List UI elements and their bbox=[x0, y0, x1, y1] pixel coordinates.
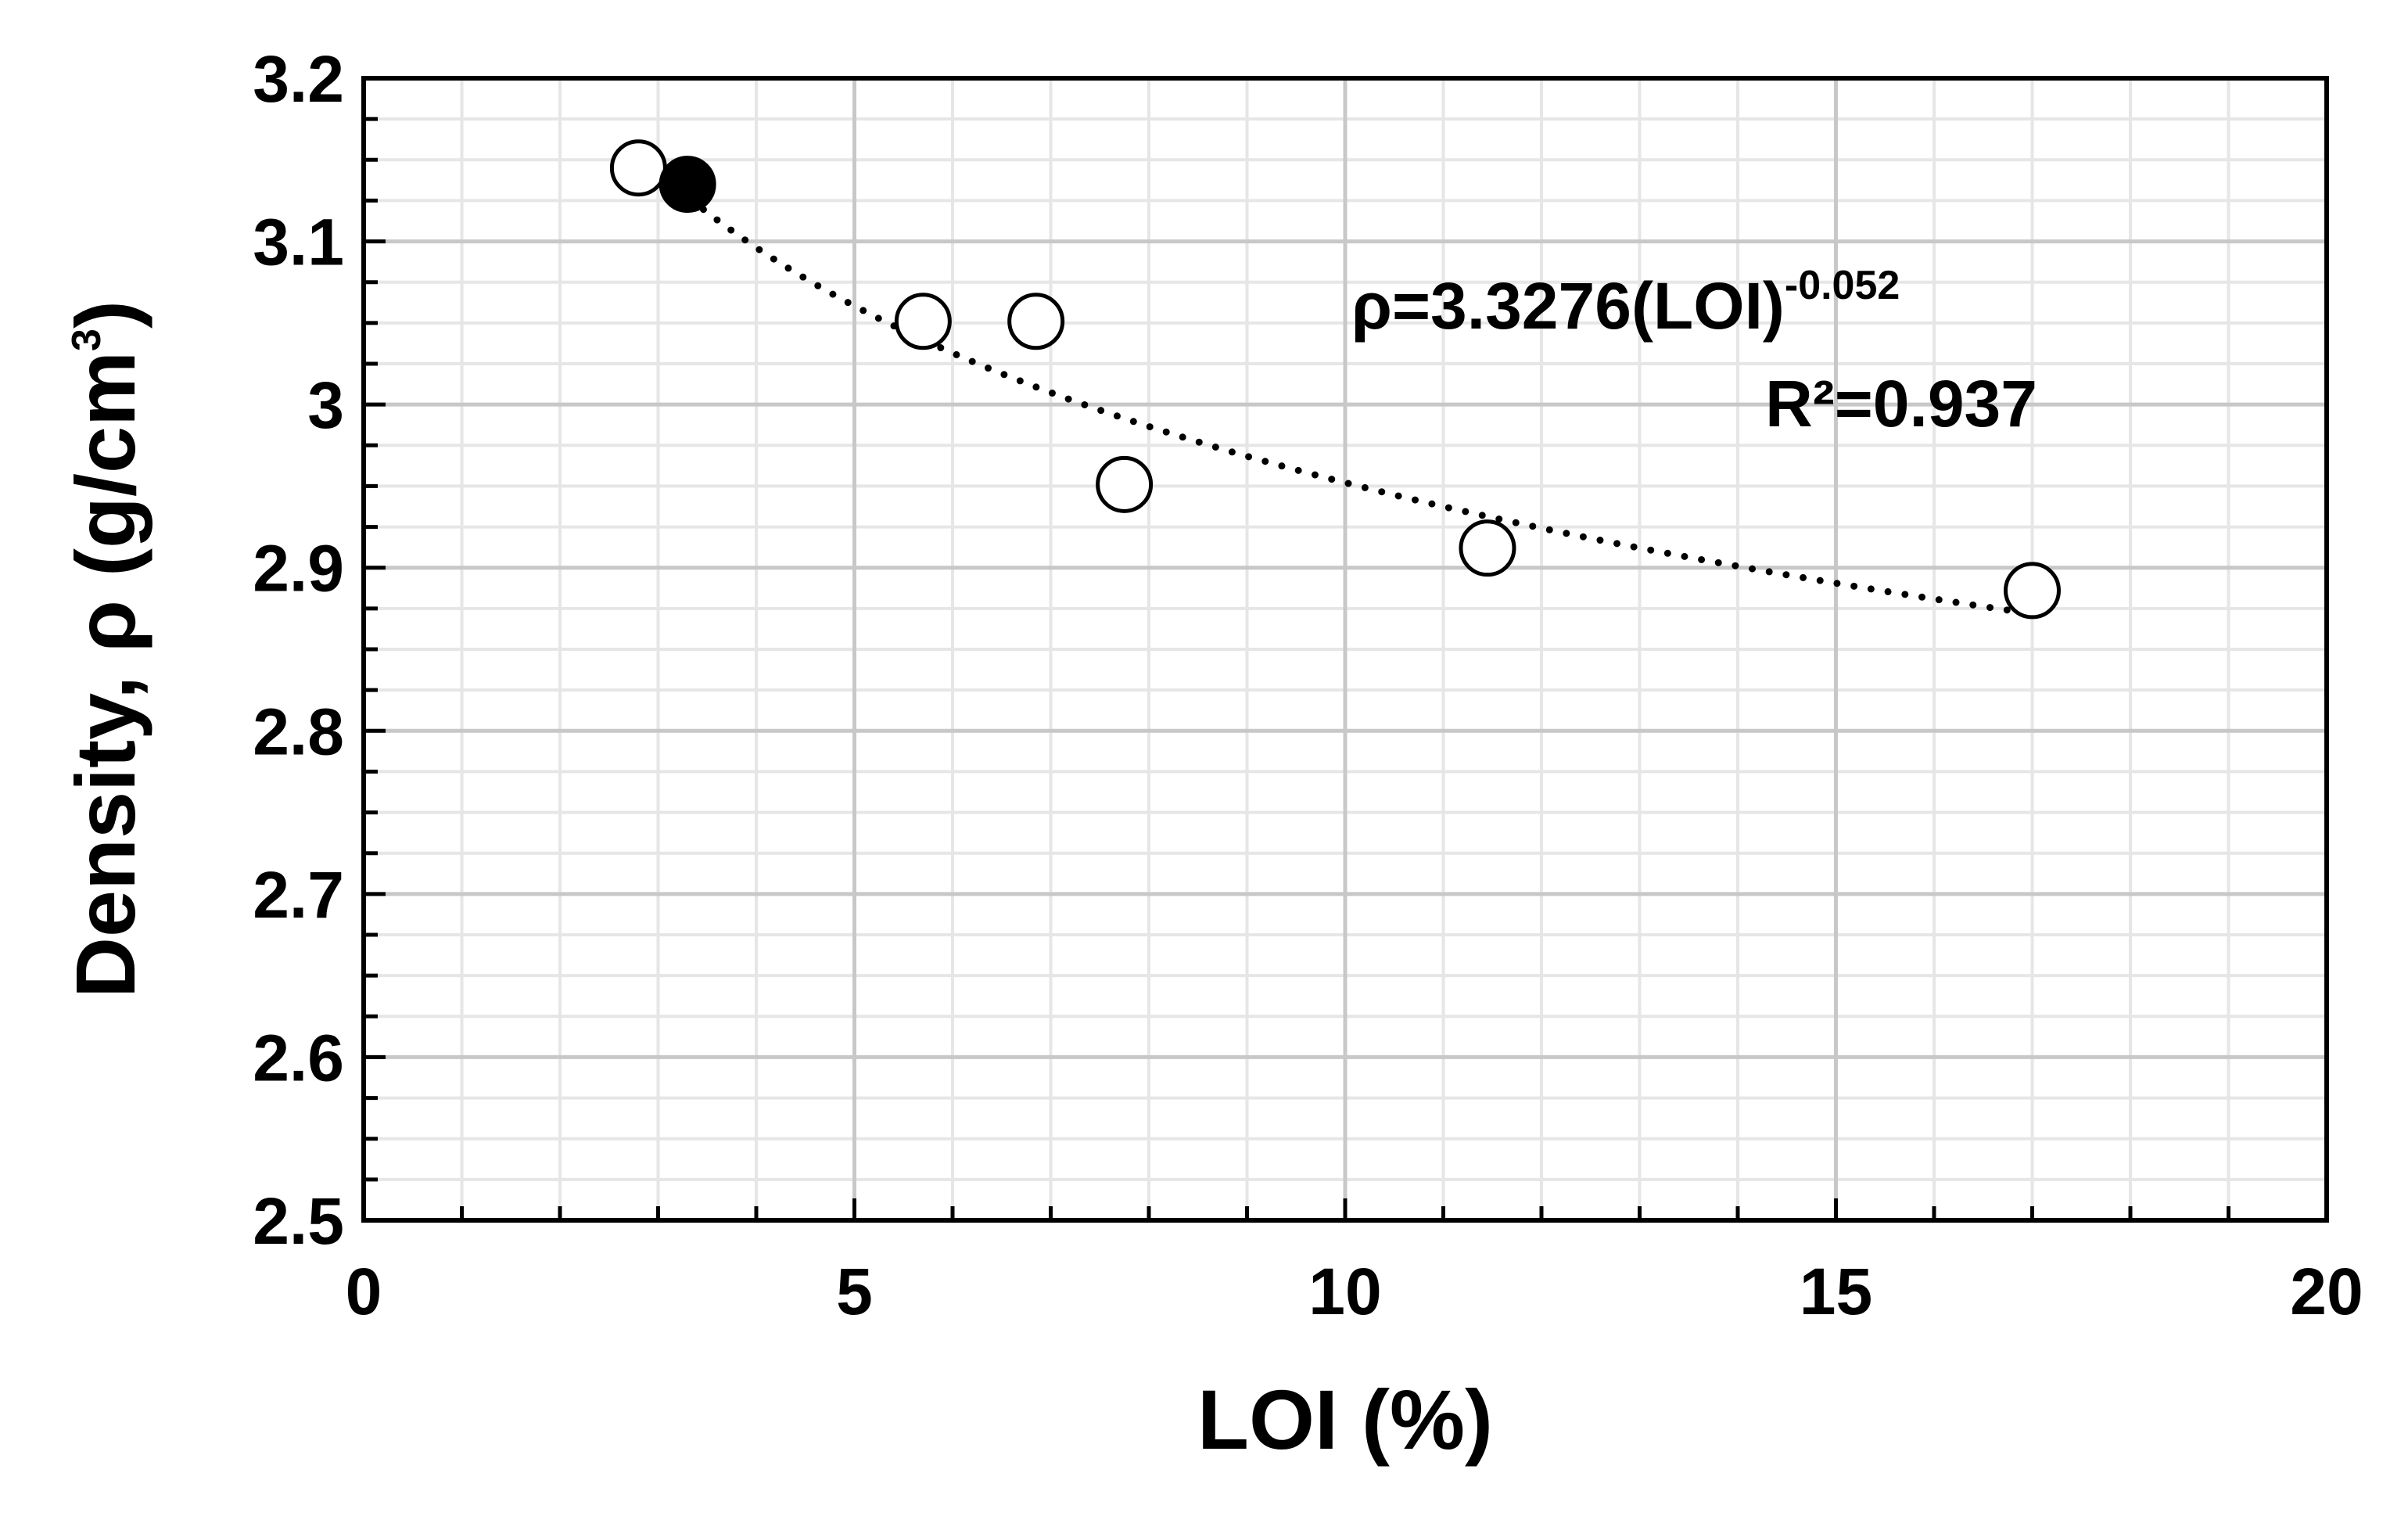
y-axis-title-main: Density, ρ (g/cm bbox=[58, 351, 153, 998]
data-point-open bbox=[894, 293, 952, 350]
x-tick-labels: 0 5 10 15 20 bbox=[346, 1255, 2363, 1328]
x-tick-label: 10 bbox=[1308, 1255, 1381, 1328]
y-axis-title-suffix: ) bbox=[58, 300, 153, 329]
trend-equation: ρ=3.3276(LOI)-0.052 bbox=[1351, 263, 1900, 343]
plot-frame bbox=[361, 76, 2329, 1223]
y-tick-label: 3.2 bbox=[253, 42, 344, 116]
y-tick-labels: 2.5 2.6 2.7 2.8 2.9 3 3.1 3.2 bbox=[253, 42, 344, 1258]
y-axis-title-superscript: 3 bbox=[64, 329, 109, 351]
data-point-open bbox=[1459, 519, 1516, 577]
major-grid bbox=[364, 78, 2327, 1220]
y-tick-label: 2.5 bbox=[253, 1184, 344, 1258]
x-tick-label: 5 bbox=[836, 1255, 873, 1328]
y-tick-label: 2.9 bbox=[253, 532, 344, 605]
data-point-open bbox=[1096, 455, 1154, 513]
x-tick-label: 15 bbox=[1800, 1255, 1872, 1328]
y-tick-label: 3.1 bbox=[253, 206, 344, 279]
y-tick-label: 2.7 bbox=[253, 858, 344, 932]
trend-equation-exponent: -0.052 bbox=[1785, 263, 1900, 308]
x-tick-label: 20 bbox=[2290, 1255, 2363, 1328]
r-squared-label: R²=0.937 bbox=[1765, 367, 2037, 440]
trendline bbox=[634, 149, 2036, 618]
data-point-open bbox=[1007, 293, 1065, 350]
x-tick-label: 0 bbox=[346, 1255, 382, 1328]
data-points bbox=[609, 139, 2061, 620]
y-axis-title: Density, ρ (g/cm3) bbox=[58, 300, 153, 998]
y-tick-label: 2.6 bbox=[253, 1021, 344, 1094]
trendline-path bbox=[634, 149, 2036, 618]
data-point-open bbox=[609, 139, 667, 197]
y-tick-label: 2.8 bbox=[253, 695, 344, 768]
data-point-filled bbox=[659, 156, 716, 214]
y-tick-label: 3 bbox=[307, 368, 344, 442]
data-point-open bbox=[2004, 562, 2061, 620]
trend-equation-main: ρ=3.3276(LOI) bbox=[1351, 269, 1785, 343]
x-axis-title: LOI (%) bbox=[1197, 1372, 1493, 1467]
